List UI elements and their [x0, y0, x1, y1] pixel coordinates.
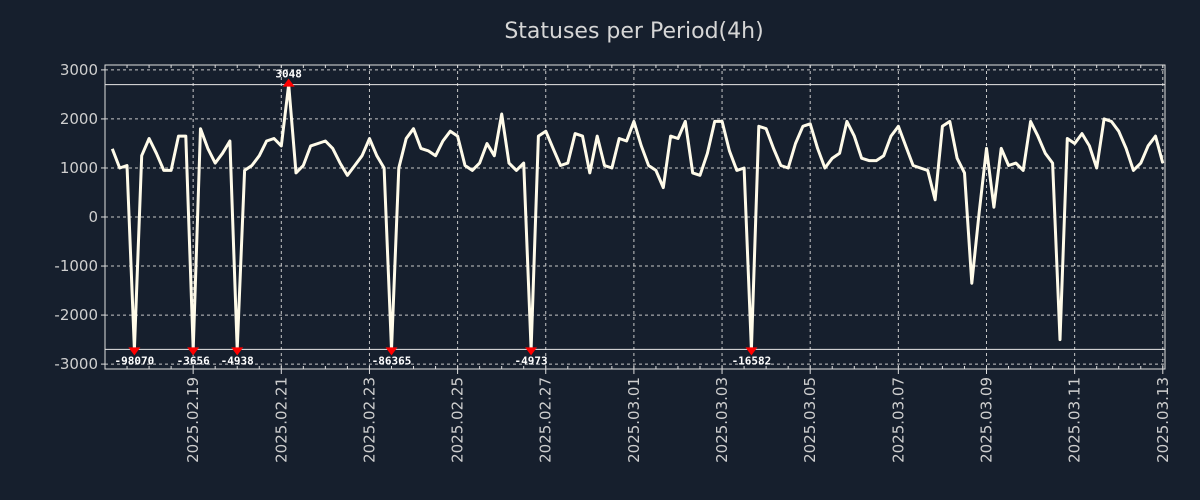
y-tick-label: 2000	[60, 110, 98, 128]
annotation-label: -3656	[177, 354, 210, 367]
y-tick-label: -2000	[54, 306, 98, 324]
grid	[105, 65, 1165, 369]
x-tick-label: 2025.02.19	[184, 377, 202, 463]
x-tick-label: 2025.02.25	[449, 377, 467, 463]
marker-down	[187, 347, 200, 356]
x-tick-label: 2025.03.05	[801, 377, 819, 463]
clip-lines	[105, 84, 1165, 350]
marker-up	[282, 78, 295, 87]
x-tick-label: 2025.03.11	[1066, 377, 1084, 463]
annotations: -98070 -3656 -4938 3048 -86365 -4973 -16582	[115, 68, 772, 368]
marker-down	[385, 347, 398, 356]
x-tick-label: 2025.03.09	[977, 377, 995, 463]
annotation-label: -16582	[732, 354, 772, 367]
y-tick-label: 3000	[60, 61, 98, 79]
annotation-label: -98070	[115, 354, 155, 367]
y-tick-label: 1000	[60, 159, 98, 177]
marker-down	[525, 347, 538, 356]
y-tick-label: -3000	[54, 355, 98, 373]
x-tick-label: 2025.03.01	[625, 377, 643, 463]
x-tick-label: 2025.03.07	[889, 377, 907, 463]
x-tick-label: 2025.03.13	[1154, 377, 1172, 463]
annotation-label: -4973	[515, 354, 548, 367]
annotation-label: 3048	[275, 68, 302, 81]
series-line	[110, 83, 1165, 351]
marker-down	[231, 347, 244, 356]
chart-title: Statuses per Period(4h)	[504, 19, 763, 44]
marker-down	[745, 347, 758, 356]
y-tick-label: 0	[88, 208, 98, 226]
x-axis: 2025.02.19 2025.02.21 2025.02.23 2025.02.25…	[104, 65, 1172, 463]
x-tick-label: 2025.02.27	[537, 377, 555, 463]
y-tick-label: -1000	[54, 257, 98, 275]
x-tick-label: 2025.03.03	[713, 377, 731, 463]
x-tick-label: 2025.02.23	[360, 377, 378, 463]
annotation-label: -86365	[372, 354, 412, 367]
marker-down	[128, 347, 141, 356]
y-axis: 3000 2000 1000 0 -1000 -2000 -3000	[54, 61, 105, 373]
x-tick-label: 2025.02.21	[272, 377, 290, 463]
annotation-label: -4938	[221, 354, 254, 367]
